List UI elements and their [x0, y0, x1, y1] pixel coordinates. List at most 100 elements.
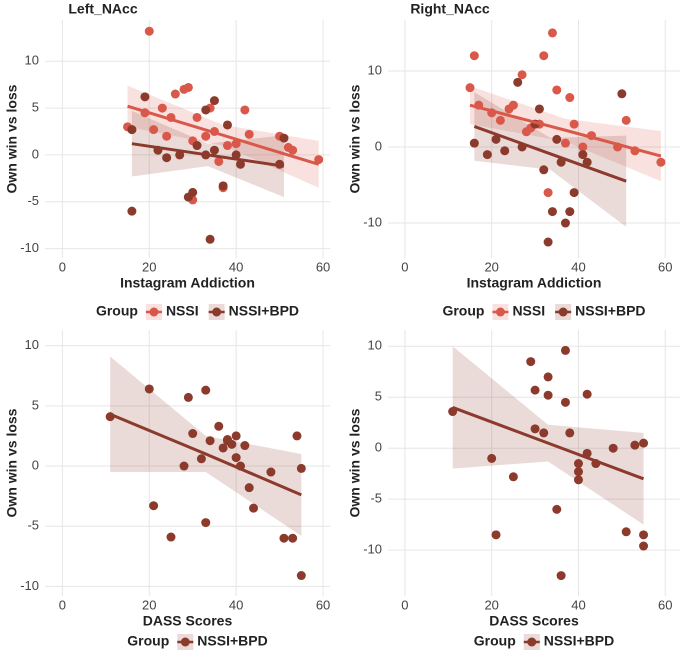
point [127, 206, 137, 216]
y-tick-label: -5 [27, 518, 39, 533]
y-tick-label: -10 [363, 542, 382, 557]
legend-label: NSSI [166, 303, 199, 319]
x-tick-label: 40 [229, 259, 243, 274]
x-tick-label: 0 [401, 259, 408, 274]
point [500, 146, 510, 156]
x-tick-label: 20 [142, 259, 156, 274]
point [201, 518, 211, 528]
fit-line [452, 406, 645, 481]
legend-title: Group [96, 303, 138, 319]
legend: Group NSSI+BPD [474, 633, 614, 650]
point [630, 440, 640, 450]
point [543, 237, 553, 247]
point [547, 207, 557, 217]
confidence-band [452, 346, 644, 525]
point [218, 181, 228, 191]
point [140, 92, 150, 102]
point [222, 435, 232, 445]
point [560, 345, 570, 355]
point [244, 483, 254, 493]
legend-title: Group [127, 633, 169, 649]
x-tick-label: 0 [59, 259, 66, 274]
point [487, 453, 497, 463]
point [508, 100, 518, 110]
y-tick-label: -5 [27, 193, 39, 208]
x-tick-label: 20 [142, 597, 156, 612]
x-axis-title: Instagram Addiction [467, 275, 602, 291]
panel-title: Left_NAcc [68, 1, 137, 17]
point [552, 504, 562, 514]
panel: Left_NAcc -10 -5 0 5 10 0 20 40 60 Instagram Addic… [4, 1, 330, 320]
point [565, 428, 575, 438]
legend-key-point [495, 307, 505, 317]
legend-title: Group [474, 633, 516, 649]
confidence-band [470, 86, 661, 182]
point [266, 467, 276, 477]
x-tick-label: 40 [229, 597, 243, 612]
point [560, 138, 570, 148]
point [144, 384, 154, 394]
point [205, 234, 215, 244]
point [296, 571, 306, 581]
point [582, 389, 592, 399]
y-tick-label: -10 [20, 240, 39, 255]
point [214, 156, 224, 166]
x-axis-title: DASS Scores [489, 613, 579, 629]
x-axis-title: DASS Scores [143, 613, 233, 629]
point [209, 96, 219, 106]
legend-title: Group [442, 303, 484, 319]
point [288, 145, 298, 155]
y-tick-label: -10 [20, 578, 39, 593]
point [530, 424, 540, 434]
fit-line [109, 412, 302, 497]
y-axis-title: Own win vs loss [4, 408, 20, 517]
point [469, 138, 479, 148]
y-tick-label: -10 [363, 214, 382, 229]
point [231, 150, 241, 160]
point [552, 85, 562, 95]
fit-line [131, 142, 285, 168]
point [639, 541, 649, 551]
x-axis-title: Instagram Addiction [120, 275, 255, 291]
x-tick-label: 0 [401, 597, 408, 612]
point [560, 397, 570, 407]
y-tick-label: 10 [368, 338, 382, 353]
point [292, 431, 302, 441]
panel: -10 -5 0 5 10 0 20 40 60 DASS Scores Own win vs lo… [347, 330, 680, 650]
point [491, 134, 501, 144]
point [582, 157, 592, 167]
point [517, 70, 527, 80]
fit-line [469, 103, 662, 158]
point [565, 207, 575, 217]
point [240, 105, 250, 115]
legend: Group NSSI+BPD [127, 633, 268, 650]
confidence-band [110, 356, 302, 536]
point [249, 503, 259, 513]
y-tick-label: 10 [368, 62, 382, 77]
point [209, 145, 219, 155]
fit-line [127, 104, 320, 166]
point [201, 385, 211, 395]
point [201, 105, 211, 115]
point [578, 150, 588, 160]
point [175, 150, 185, 160]
panel-title: Right_NAcc [410, 1, 490, 17]
point [578, 142, 588, 152]
panel: Right_NAcc -10 0 10 0 20 40 60 Instagram Addicti… [347, 1, 680, 320]
point [465, 83, 475, 93]
point [639, 438, 649, 448]
point [218, 443, 228, 453]
point [539, 165, 549, 175]
y-axis-title: Own win vs loss [4, 84, 20, 193]
point [179, 461, 189, 471]
y-axis-title: Own win vs loss [347, 84, 363, 193]
point [508, 472, 518, 482]
point [543, 188, 553, 198]
point [621, 527, 631, 537]
point [617, 89, 627, 99]
x-tick-label: 60 [658, 259, 672, 274]
y-tick-label: 5 [375, 389, 382, 404]
legend-label: NSSI+BPD [544, 633, 614, 649]
point [495, 115, 505, 125]
point [296, 463, 306, 473]
